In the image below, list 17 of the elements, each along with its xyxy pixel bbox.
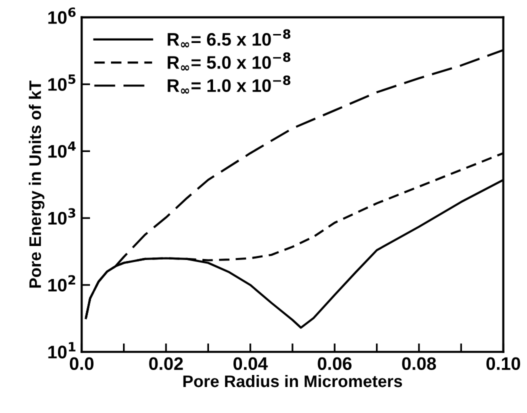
legend-label: R$_{∞}$= 5.0 x 10$^{−8}$: [168, 52, 290, 71]
y-tick-label: 10$^{1}$: [48, 342, 76, 358]
x-tick-label: 0.0: [70, 357, 94, 370]
y-tick-label: 10$^{6}$: [48, 7, 76, 24]
x-tick-label: 0.10: [486, 357, 520, 370]
x-tick-label: 0.06: [318, 357, 352, 370]
x-tick-label: 0.04: [233, 357, 268, 370]
x-tick-label: 0.08: [402, 357, 436, 370]
y-tick-label: 10$^{2}$: [48, 275, 76, 292]
legend-label: R$_{∞}$= 1.0 x 10$^{−8}$: [168, 76, 290, 94]
y-axis-title: Pore Energy in Units of kT: [28, 80, 44, 288]
y-tick-label: 10$^{4}$: [48, 141, 76, 158]
x-tick-label: 0.02: [149, 357, 183, 370]
x-axis-title: Pore Radius in Micrometers: [183, 374, 402, 388]
y-tick-label: 10$^{5}$: [48, 74, 76, 91]
y-tick-label: 10$^{3}$: [48, 208, 76, 225]
legend-label: R$_{∞}$= 6.5 x 10$^{−8}$: [168, 29, 290, 48]
